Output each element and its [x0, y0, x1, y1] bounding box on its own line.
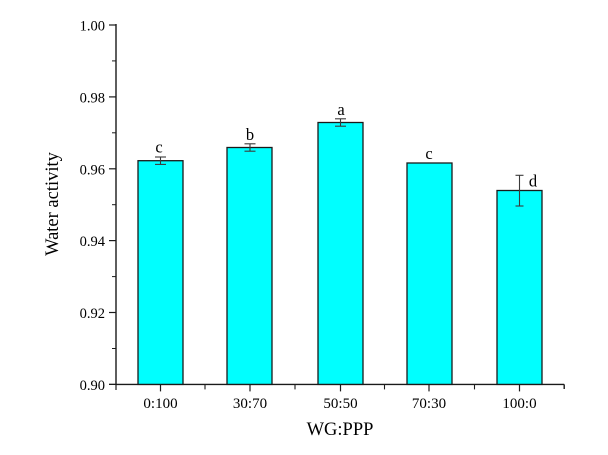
svg-text:100:0: 100:0 — [502, 396, 536, 412]
svg-text:70:30: 70:30 — [412, 396, 446, 412]
svg-text:b: b — [246, 125, 254, 144]
svg-text:0.94: 0.94 — [80, 234, 106, 250]
svg-text:0.96: 0.96 — [80, 162, 105, 178]
svg-text:WG:PPP: WG:PPP — [307, 420, 374, 440]
svg-text:0.90: 0.90 — [80, 378, 105, 394]
svg-text:d: d — [529, 171, 538, 190]
svg-text:0.92: 0.92 — [80, 306, 105, 322]
svg-text:1.00: 1.00 — [80, 19, 105, 35]
svg-text:c: c — [155, 138, 162, 157]
svg-text:0.98: 0.98 — [80, 90, 105, 106]
svg-text:30:70: 30:70 — [233, 396, 267, 412]
svg-text:a: a — [337, 100, 345, 119]
svg-text:c: c — [425, 144, 432, 163]
svg-text:50:50: 50:50 — [323, 396, 357, 412]
svg-text:0:100: 0:100 — [143, 396, 177, 412]
svg-text:Water activity: Water activity — [43, 151, 63, 256]
